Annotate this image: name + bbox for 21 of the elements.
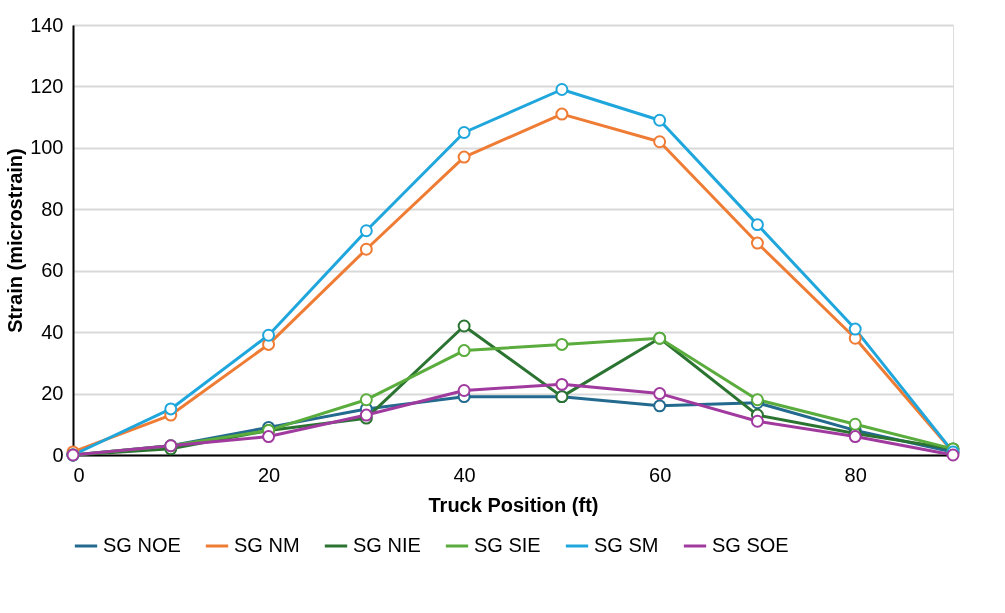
y-tick-label: 120 — [30, 74, 64, 97]
x-tick-label: 20 — [257, 463, 281, 486]
y-tick-label: 0 — [52, 443, 64, 466]
legend-label: SG NIE — [353, 534, 421, 556]
y-tick-label: 40 — [41, 320, 64, 343]
x-axis-title: Truck Position (ft) — [428, 493, 599, 516]
y-tick-label: 20 — [41, 382, 64, 405]
y-axis-title: Strain (microstrain) — [4, 148, 27, 333]
legend-label: SG NM — [234, 534, 300, 556]
x-tick-label: 80 — [844, 463, 867, 486]
legend-label: SG SM — [594, 534, 659, 556]
x-tick-label: 0 — [73, 463, 85, 486]
x-tick-label: 60 — [649, 463, 672, 486]
x-tick-label: 40 — [453, 463, 476, 486]
y-tick-label: 100 — [30, 136, 64, 159]
legend-label: SG NOE — [103, 534, 181, 556]
legend-label: SG SIE — [474, 534, 541, 556]
y-tick-label: 60 — [41, 259, 64, 282]
legend-label: SG SOE — [712, 534, 789, 556]
y-tick-label: 140 — [30, 13, 64, 36]
y-tick-label: 80 — [41, 197, 64, 220]
